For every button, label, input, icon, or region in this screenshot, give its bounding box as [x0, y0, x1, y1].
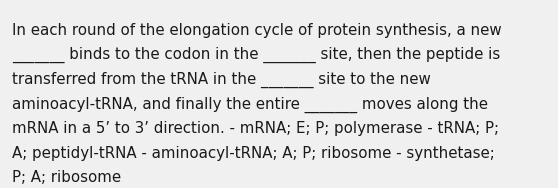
Text: In each round of the elongation cycle of protein synthesis, a new: In each round of the elongation cycle of… [12, 23, 502, 38]
Text: mRNA in a 5’ to 3’ direction. - mRNA; E; P; polymerase - tRNA; P;: mRNA in a 5’ to 3’ direction. - mRNA; E;… [12, 121, 499, 136]
Text: transferred from the tRNA in the _______ site to the new: transferred from the tRNA in the _______… [12, 72, 431, 88]
Text: A; peptidyl-tRNA - aminoacyl-tRNA; A; P; ribosome - synthetase;: A; peptidyl-tRNA - aminoacyl-tRNA; A; P;… [12, 146, 495, 161]
Text: aminoacyl-tRNA, and finally the entire _______ moves along the: aminoacyl-tRNA, and finally the entire _… [12, 96, 488, 113]
Text: P; A; ribosome: P; A; ribosome [12, 170, 122, 185]
Text: _______ binds to the codon in the _______ site, then the peptide is: _______ binds to the codon in the ______… [12, 47, 501, 63]
